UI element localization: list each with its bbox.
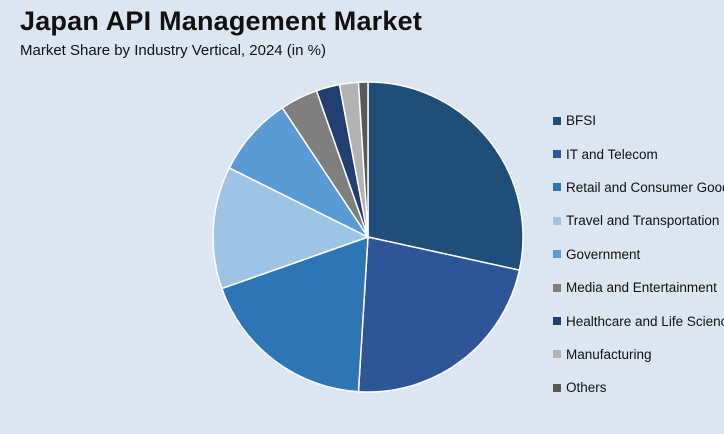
legend-swatch — [553, 283, 561, 292]
legend-item: IT and Telecom — [553, 137, 724, 170]
legend-swatch — [553, 216, 561, 225]
legend-label: IT and Telecom — [566, 146, 658, 162]
legend-swatch — [553, 317, 561, 326]
chart-title: Japan API Management Market — [20, 6, 423, 36]
legend-label: Government — [566, 246, 641, 262]
legend-item: Retail and Consumer Goods — [553, 171, 724, 204]
pie-slice-travel-and-transportation — [212, 166, 370, 290]
chart-legend: BFSI IT and Telecom Retail and Consumer Go… — [553, 104, 724, 405]
legend-swatch — [553, 383, 561, 392]
legend-swatch — [553, 183, 561, 192]
legend-swatch — [553, 350, 561, 359]
pie-slice-bfsi — [367, 81, 524, 272]
legend-label: Retail and Consumer Goods — [566, 179, 724, 195]
legend-label: Travel and Transportation — [566, 213, 720, 229]
legend-label: Healthcare and Life Sciences — [566, 313, 724, 329]
legend-item: Healthcare and Life Sciences — [553, 304, 724, 337]
legend-swatch — [553, 250, 561, 259]
legend-item: Government — [553, 238, 724, 271]
legend-item: Others — [553, 371, 724, 404]
legend-label: Manufacturing — [566, 346, 652, 362]
legend-item: Travel and Transportation — [553, 204, 724, 237]
pie-slice-others — [357, 81, 369, 238]
legend-label: Media and Entertainment — [566, 280, 717, 296]
pie-slice-it-and-telecom — [357, 236, 521, 393]
chart-subtitle: Market Share by Industry Vertical, 2024 … — [20, 42, 326, 59]
legend-swatch — [553, 116, 561, 125]
legend-item: BFSI — [553, 104, 724, 137]
legend-item: Media and Entertainment — [553, 271, 724, 304]
legend-label: BFSI — [566, 113, 597, 129]
legend-item: Manufacturing — [553, 338, 724, 371]
legend-label: Others — [566, 380, 607, 396]
legend-swatch — [553, 150, 561, 159]
